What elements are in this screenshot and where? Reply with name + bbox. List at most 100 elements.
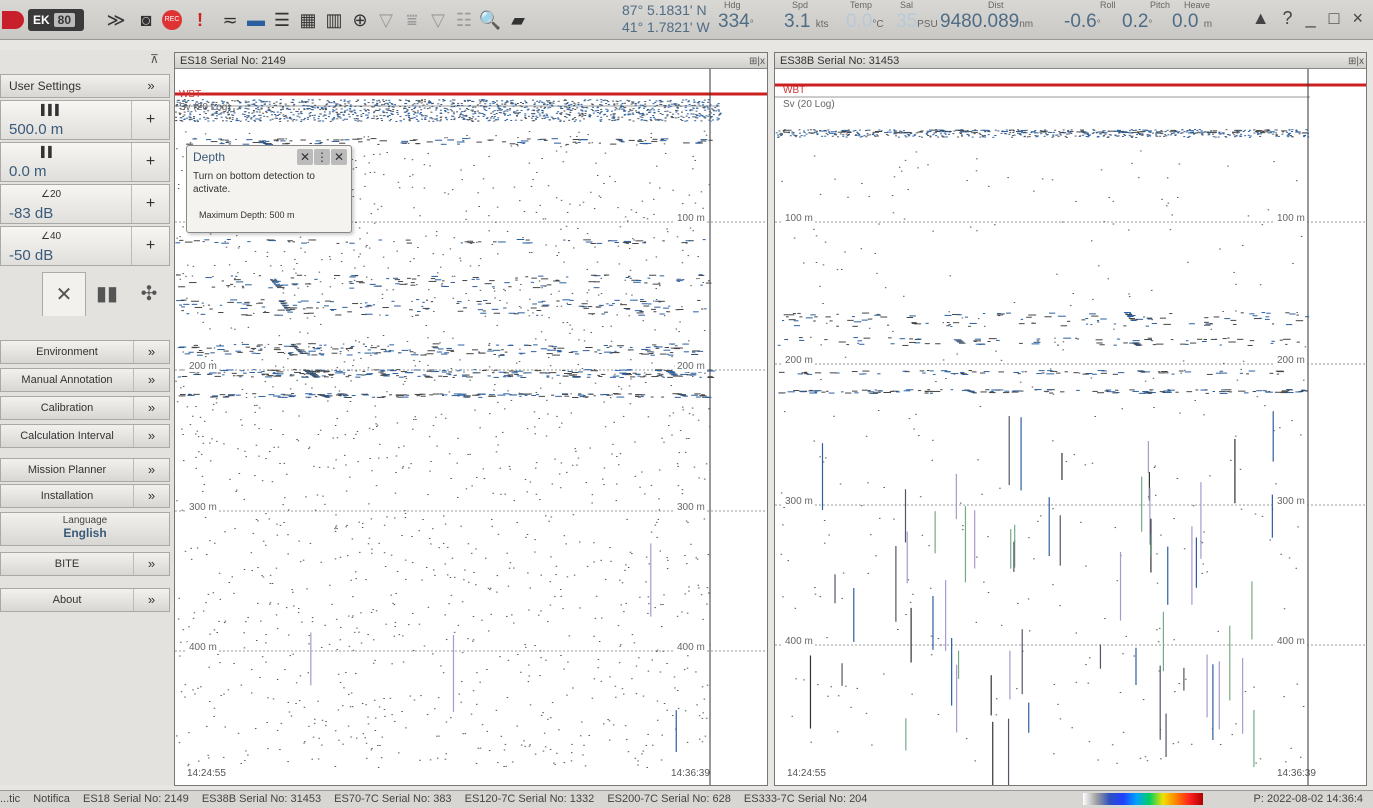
menu-label: Calculation Interval	[1, 430, 133, 442]
menu-about[interactable]: About »	[0, 588, 170, 612]
distance-unit: nm	[1019, 19, 1033, 30]
help-icon[interactable]: ?	[1283, 8, 1297, 28]
depth-popup-title: Depth	[193, 150, 225, 164]
gain-40-icon: ∠40	[41, 231, 61, 242]
start-range-plus-button[interactable]: +	[131, 143, 169, 181]
depth-label-300: 300 m	[1275, 496, 1307, 507]
heave-unit: m	[1204, 19, 1212, 30]
menu-installation[interactable]: Installation »	[0, 484, 170, 508]
gain-20-plus-button[interactable]: +	[131, 185, 169, 223]
gain-20-icon: ∠20	[41, 189, 61, 200]
depth-popup[interactable]: Depth ✕ ⋮ ✕ Turn on bottom detection to …	[186, 145, 352, 233]
menu-label: About	[1, 594, 133, 606]
menu-label: BITE	[1, 558, 133, 570]
gain-20-value: -83 dB	[9, 205, 53, 222]
layer-filter-icon[interactable]: ▽	[426, 8, 450, 32]
tab-display-icon[interactable]: ▮▮	[86, 272, 128, 316]
status-item[interactable]: ES38B Serial No: 31453	[202, 793, 321, 805]
export-icon[interactable]: ▰	[506, 8, 530, 32]
menu-calculation-interval[interactable]: Calculation Interval »	[0, 424, 170, 448]
target-icon[interactable]: ⊕	[348, 8, 372, 32]
echogram-icon[interactable]: ▦	[296, 8, 320, 32]
ek80-badge[interactable]: EK 80	[28, 9, 84, 31]
roll-label: Roll	[1100, 0, 1116, 10]
status-item[interactable]: ES333-7C Serial No: 204	[744, 793, 868, 805]
depth-label-400-left: 400 m	[187, 642, 219, 653]
echogram-panel-es38b[interactable]: ES38B Serial No: 31453 ⊞|x WBT Sv (20 Lo…	[774, 52, 1367, 786]
histogram-icon[interactable]: ▥	[322, 8, 346, 32]
status-item[interactable]: ES120-7C Serial No: 1332	[465, 793, 595, 805]
depth-label-200-left: 200 m	[783, 355, 815, 366]
gain-40-plus-button[interactable]: +	[131, 227, 169, 265]
threshold-icon[interactable]: ⩸	[400, 8, 424, 32]
record-icon[interactable]: REC	[160, 8, 184, 32]
window-controls: ▲ ? _ □ ×	[1252, 8, 1367, 29]
menu-icon[interactable]: ⋮	[314, 149, 330, 165]
maximize-button[interactable]: □	[1329, 8, 1344, 28]
tab-operation-icon[interactable]: ✣	[128, 272, 170, 316]
status-item[interactable]: ...tic	[0, 793, 20, 805]
alert-icon[interactable]: ▲	[1252, 8, 1274, 28]
depth-label-300: 300 m	[675, 502, 707, 513]
menu-calibration[interactable]: Calibration »	[0, 396, 170, 420]
menu-mission-planner[interactable]: Mission Planner »	[0, 458, 170, 482]
user-settings-button[interactable]: User Settings »	[0, 74, 170, 98]
depth-label-300-left: 300 m	[187, 502, 219, 513]
alarm-icon[interactable]: !	[190, 8, 210, 32]
roll-number: -0.6	[1064, 11, 1097, 32]
panel-controls[interactable]: ⊞|x	[1348, 54, 1364, 70]
color-scale-bar	[1083, 793, 1203, 805]
echogram-canvas[interactable]	[775, 69, 1366, 785]
close-icon[interactable]: ✕	[331, 149, 347, 165]
sv-label: Sv (20 Log)	[177, 102, 233, 113]
tab-setup-icon[interactable]: ✕	[42, 272, 86, 316]
grid-icon[interactable]: ☷	[452, 8, 476, 32]
range-setting[interactable]: ▌▌▌ 500.0 m +	[0, 100, 170, 140]
status-item[interactable]: ES200-7C Serial No: 628	[607, 793, 731, 805]
depth-label-400: 400 m	[1275, 636, 1307, 647]
menu-manual-annotation[interactable]: Manual Annotation »	[0, 368, 170, 392]
position-readout: 87° 5.1831' N 41° 1.7821' W	[622, 2, 710, 36]
status-item[interactable]: Notifica	[33, 793, 70, 805]
echogram-area[interactable]: WBT Sv (20 Log) 100 m 100 m 200 m 200 m …	[775, 69, 1366, 785]
heave-number: 0.0	[1172, 11, 1198, 32]
pin-icon[interactable]: ⊼	[150, 52, 159, 66]
filter-icon[interactable]: ▽	[374, 8, 398, 32]
chevron-right-icon: »	[133, 341, 169, 363]
language-setting[interactable]: Language English	[0, 512, 170, 546]
heading-value: 334°	[718, 11, 754, 33]
minimize-button[interactable]: _	[1306, 8, 1320, 28]
distance-number: 9480.089	[940, 11, 1019, 32]
palette-icon[interactable]: ≂	[218, 8, 242, 32]
status-item[interactable]: ES70-7C Serial No: 383	[334, 793, 451, 805]
speed-unit: kts	[816, 19, 829, 30]
chevron-right-icon: »	[133, 553, 169, 575]
close-button[interactable]: ×	[1352, 8, 1367, 28]
time-end: 14:36:39	[671, 768, 710, 779]
menu-label: Installation	[1, 490, 133, 502]
depth-label-100: 100 m	[675, 213, 707, 224]
layers-icon[interactable]: ☰	[270, 8, 294, 32]
gain-20-setting[interactable]: ∠20 -83 dB +	[0, 184, 170, 224]
color-scale-icon[interactable]: ▬	[244, 8, 268, 32]
settings-icon[interactable]: ✕	[297, 149, 313, 165]
start-range-setting[interactable]: ▌▌ 0.0 m +	[0, 142, 170, 182]
panel-controls[interactable]: ⊞|x	[749, 54, 765, 70]
depth-label-200-left: 200 m	[187, 361, 219, 372]
heave-label: Heave	[1184, 0, 1210, 10]
camera-icon[interactable]: ◙	[134, 8, 158, 32]
salinity-unit: PSU	[917, 19, 938, 30]
chevrons-down-icon[interactable]: ≫	[104, 8, 128, 32]
gain-40-value: -50 dB	[9, 247, 53, 264]
tab-main-icon[interactable]	[0, 272, 42, 316]
distance-label: Dist	[988, 0, 1004, 10]
status-item[interactable]: ES18 Serial No: 2149	[83, 793, 189, 805]
range-plus-button[interactable]: +	[131, 101, 169, 139]
menu-environment[interactable]: Environment »	[0, 340, 170, 364]
menu-bite[interactable]: BITE »	[0, 552, 170, 576]
range-value: 500.0 m	[9, 121, 63, 138]
latitude: 87° 5.1831' N	[622, 2, 710, 19]
gain-40-setting[interactable]: ∠40 -50 dB +	[0, 226, 170, 266]
zoom-icon[interactable]: 🔍	[478, 8, 502, 32]
heading-unit: °	[750, 19, 754, 30]
